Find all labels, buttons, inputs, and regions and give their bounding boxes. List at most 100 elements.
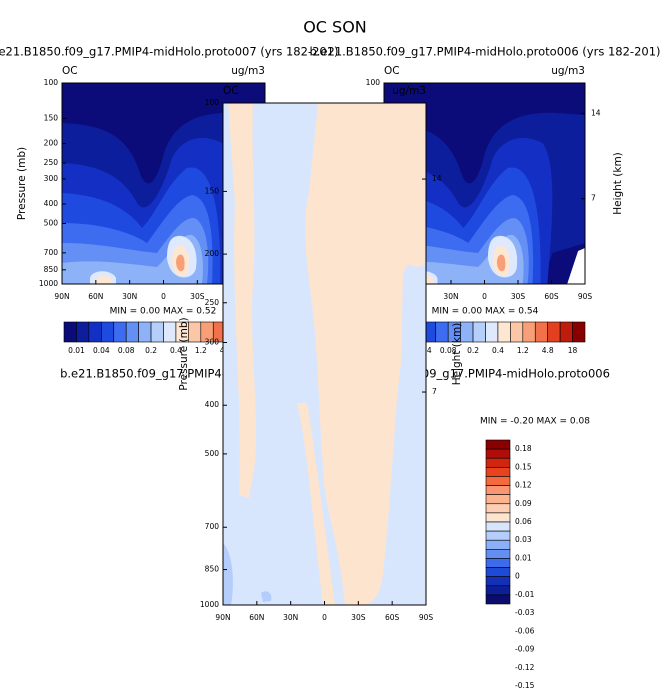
field-label: OC	[384, 65, 400, 77]
contour-fill	[417, 245, 510, 284]
y-tick-label: 250	[205, 298, 220, 307]
colorbar-box	[125, 321, 139, 343]
colorbar-box	[163, 321, 177, 343]
colorbar-label: 0.01	[68, 346, 85, 355]
y2-axis-title: Height (km)	[451, 323, 463, 386]
y-tick-label: 400	[44, 199, 59, 208]
y-tick-label: 150	[205, 186, 220, 195]
colorbar-label: 0.18	[515, 444, 532, 453]
colorbar-label: 0.4	[170, 346, 182, 355]
y-tick-label: 500	[44, 218, 59, 227]
contour-fill	[228, 103, 256, 498]
y-axis-title: Pressure (mb)	[178, 317, 190, 390]
contour-layers	[223, 103, 426, 605]
colorbar-box	[188, 321, 202, 343]
colorbar-box	[150, 321, 164, 343]
colorbar-box	[485, 594, 511, 605]
colorbar-label: -0.01	[515, 590, 535, 599]
units-label: ug/m3	[392, 85, 426, 97]
x-tick-label: 60S	[544, 292, 559, 301]
y-tick-label: 1000	[200, 600, 219, 609]
y-tick-label: 1000	[39, 279, 58, 288]
colorbar-box	[485, 558, 511, 568]
colorbar-box	[485, 439, 511, 450]
colorbar-box	[510, 321, 524, 343]
colorbar-box	[485, 549, 511, 559]
colorbar-box	[485, 539, 511, 550]
y-tick-label: 150	[44, 113, 59, 122]
colorbar-box	[76, 321, 90, 343]
y-tick-label: 250	[44, 158, 59, 167]
colorbar-box	[435, 321, 449, 343]
x-tick-label: 0	[161, 292, 166, 301]
y-tick-label: 300	[205, 338, 220, 347]
colorbar-label: 0.01	[515, 553, 532, 562]
y-tick-label: 100	[205, 98, 220, 107]
colorbar-label: -0.12	[515, 663, 535, 672]
x-tick-label: 90N	[54, 292, 69, 301]
colorbar-label: -0.09	[515, 645, 535, 654]
colorbar-box	[138, 321, 152, 343]
colorbar-label: -0.06	[515, 626, 535, 635]
x-tick-label: 0	[482, 292, 487, 301]
y-tick-label: 850	[205, 565, 220, 574]
x-tick-label: 60N	[249, 613, 264, 622]
colorbar-box	[485, 448, 511, 459]
colorbar-label: 0.03	[515, 535, 532, 544]
colorbar-box	[472, 321, 486, 343]
x-tick-label: 30S	[190, 292, 205, 301]
min-max: MIN = 0.00 MAX = 0.54	[432, 307, 539, 317]
colorbar-label: 0.2	[145, 346, 157, 355]
colorbar-box	[547, 321, 561, 343]
y-tick-label: 700	[205, 522, 220, 531]
colorbar-box	[485, 512, 511, 523]
colorbar-box	[559, 321, 573, 343]
min-max: MIN = -0.20 MAX = 0.08	[480, 417, 590, 427]
y-axis-title: Pressure (mb)	[16, 147, 28, 220]
y-tick-label: 100	[44, 78, 59, 87]
colorbar-box	[497, 321, 511, 343]
y2-tick-label: 14	[591, 108, 601, 117]
colorbar-box	[534, 321, 548, 343]
units-label: ug/m3	[551, 65, 585, 77]
y-tick-label: 850	[44, 265, 59, 274]
missing-region	[567, 248, 585, 284]
colorbar-box	[63, 321, 77, 343]
colorbar-label: 0.04	[93, 346, 110, 355]
contour-fill	[496, 254, 506, 272]
colorbar-box	[485, 476, 511, 486]
panel-title: b.e21.B1850.f09_g17.PMIP4-midHolo.proto0…	[0, 45, 339, 59]
contour-fill	[90, 235, 197, 284]
x-tick-label: 90S	[578, 292, 593, 301]
colorbar-box	[101, 321, 115, 343]
x-tick-label: 90S	[419, 613, 434, 622]
colorbar-label: 0	[515, 572, 520, 581]
colorbar-label: 0.15	[515, 462, 532, 471]
colorbar-box	[485, 457, 511, 468]
contour-fill	[223, 543, 233, 605]
contour-fill	[176, 254, 185, 272]
colorbar-label: 0.08	[440, 346, 457, 355]
colorbar-box	[522, 321, 536, 343]
field-label: OC	[62, 65, 78, 77]
contour-fill	[297, 403, 335, 605]
x-tick-label: 30N	[283, 613, 298, 622]
contour-field	[223, 103, 426, 605]
colorbar-box	[485, 585, 511, 596]
colorbar-label: 0.4	[492, 346, 504, 355]
colorbar-box	[485, 576, 511, 587]
colorbar-box	[485, 494, 511, 505]
colorbar-label: 0.09	[515, 499, 532, 508]
colorbar-label: 18	[568, 346, 578, 355]
contour-field	[62, 112, 265, 284]
colorbar-box	[485, 485, 511, 495]
y2-tick-label: 7	[432, 387, 437, 396]
y2-axis-title: Height (km)	[612, 152, 624, 215]
contour-fill	[96, 245, 189, 284]
contour-fill	[261, 591, 272, 602]
min-max: MIN = 0.00 MAX = 0.52	[110, 307, 217, 317]
colorbar-label: 0.06	[515, 517, 532, 526]
colorbar-box	[485, 567, 511, 577]
colorbar-label: 4.8	[542, 346, 554, 355]
